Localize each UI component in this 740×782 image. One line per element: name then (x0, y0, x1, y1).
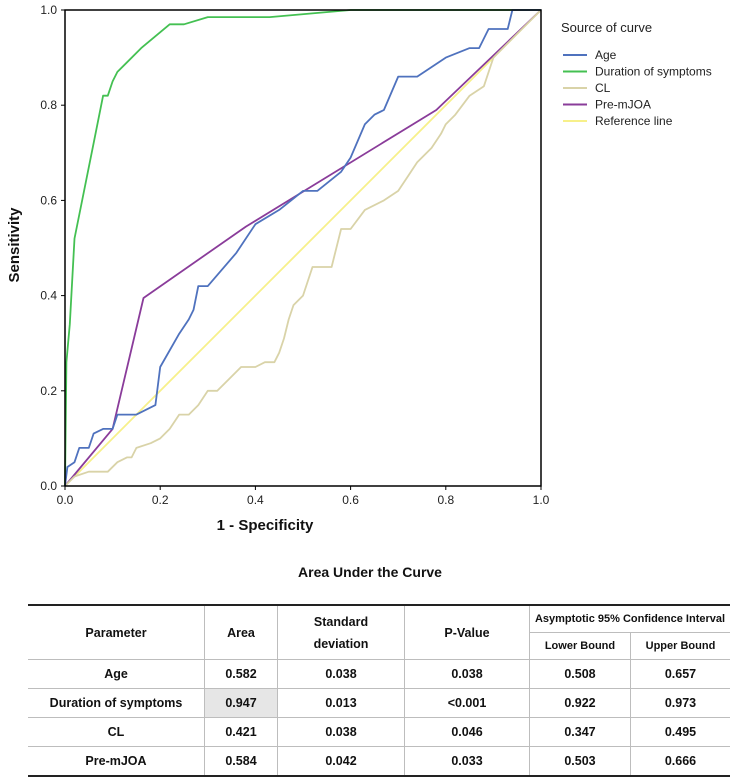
legend-label-pre-mjoa: Pre-mJOA (595, 98, 651, 112)
cell-parameter: Duration of symptoms (28, 688, 205, 718)
y-axis-title: Sensitivity (6, 207, 23, 283)
cell-area: 0.582 (204, 659, 278, 689)
auc-table-body: Age 0.582 0.038 0.038 0.508 0.657 Durati… (28, 659, 730, 777)
cell-area: 0.421 (204, 717, 278, 747)
cell-p-value: 0.038 (404, 659, 530, 689)
x-tick-label: 0.0 (57, 493, 74, 507)
cell-upper-bound: 0.495 (629, 717, 730, 747)
header-std-line2: deviation (313, 636, 369, 651)
cell-upper-bound: 0.973 (629, 688, 730, 718)
table-row: Age 0.582 0.038 0.038 0.508 0.657 (28, 659, 730, 689)
auc-table-title: Area Under the Curve (298, 564, 442, 580)
cell-upper-bound: 0.657 (629, 659, 730, 689)
legend: Age Duration of symptoms CL Pre-mJOA Referen… (563, 48, 712, 128)
x-tick-label: 0.4 (247, 493, 264, 507)
cell-parameter: CL (28, 717, 205, 747)
series-line-pre-mjoa (64, 9, 542, 487)
header-confidence-interval: Asymptotic 95% Confidence Interval (529, 604, 730, 633)
cell-std: 0.042 (277, 746, 405, 777)
legend-label-age: Age (595, 48, 617, 62)
y-tick-label: 0.6 (40, 193, 57, 207)
header-standard-deviation: Standard deviation (277, 604, 405, 660)
plot-frame (64, 9, 542, 487)
table-row: CL 0.421 0.038 0.046 0.347 0.495 (28, 717, 730, 747)
cell-parameter: Age (28, 659, 205, 689)
series-layer (64, 9, 542, 487)
cell-std: 0.038 (277, 717, 405, 747)
x-tick-label: 0.6 (342, 493, 359, 507)
legend-label-reference-line: Reference line (595, 114, 673, 128)
series-line-age (64, 9, 541, 487)
y-tick-label: 0.0 (40, 479, 57, 493)
header-parameter: Parameter (28, 604, 205, 660)
legend-title: Source of curve (561, 20, 652, 35)
header-std-line1: Standard (313, 614, 369, 629)
y-tick-label: 1.0 (40, 3, 57, 17)
cell-std: 0.013 (277, 688, 405, 718)
x-tick-label: 0.2 (152, 493, 169, 507)
legend-label-cl: CL (595, 81, 611, 95)
x-tick-label: 0.8 (437, 493, 454, 507)
header-upper-bound: Upper Bound (629, 632, 730, 660)
cell-upper-bound: 0.666 (629, 746, 730, 777)
x-tick-label: 1.0 (533, 493, 550, 507)
y-tick-label: 0.8 (40, 98, 57, 112)
cell-lower-bound: 0.508 (529, 659, 631, 689)
header-area: Area (204, 604, 278, 660)
series-line-reference-line (64, 9, 542, 487)
header-p-value: P-Value (404, 604, 530, 660)
y-tick-label: 0.2 (40, 384, 57, 398)
legend-label-duration-of-symptoms: Duration of symptoms (595, 65, 712, 79)
table-row: Pre-mJOA 0.584 0.042 0.033 0.503 0.666 (28, 746, 730, 777)
header-lower-bound: Lower Bound (529, 632, 631, 660)
x-axis-title: 1 - Specificity (217, 517, 314, 534)
series-line-cl (64, 9, 542, 487)
cell-area: 0.947 (204, 688, 278, 718)
roc-chart: 0.0 0.2 0.4 0.6 0.8 1.0 0.0 0.2 0.4 0.6 0.8 1.0 1 -… (6, 3, 712, 534)
cell-std: 0.038 (277, 659, 405, 689)
y-tick-label: 0.4 (40, 289, 57, 303)
cell-lower-bound: 0.503 (529, 746, 631, 777)
cell-lower-bound: 0.347 (529, 717, 631, 747)
cell-area: 0.584 (204, 746, 278, 777)
cell-p-value: 0.033 (404, 746, 530, 777)
cell-parameter: Pre-mJOA (28, 746, 205, 777)
series-line-duration-of-symptoms (64, 9, 541, 487)
ticks-layer: 0.0 0.2 0.4 0.6 0.8 1.0 0.0 0.2 0.4 0.6 0.8 1.0 (40, 3, 549, 507)
cell-lower-bound: 0.922 (529, 688, 631, 718)
cell-p-value: <0.001 (404, 688, 530, 718)
auc-table: Parameter Area Standard deviation P-Valu… (28, 604, 730, 777)
table-row: Duration of symptoms 0.947 0.013 <0.001 … (28, 688, 730, 718)
cell-p-value: 0.046 (404, 717, 530, 747)
